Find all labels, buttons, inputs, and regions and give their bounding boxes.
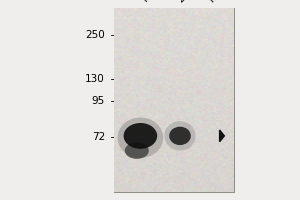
Text: 72: 72 (92, 132, 105, 142)
Bar (114, 8, 234, 192)
Ellipse shape (118, 117, 163, 158)
Ellipse shape (125, 142, 149, 159)
Ellipse shape (124, 123, 157, 149)
Text: K562: K562 (208, 0, 230, 4)
Ellipse shape (164, 121, 196, 151)
Bar (114, 8, 234, 192)
Text: 250: 250 (85, 30, 105, 40)
Text: 293: 293 (176, 0, 195, 4)
Text: 130: 130 (85, 74, 105, 84)
Text: HepG2: HepG2 (140, 0, 169, 4)
Text: 95: 95 (92, 96, 105, 106)
Polygon shape (220, 130, 224, 142)
Ellipse shape (169, 127, 191, 145)
